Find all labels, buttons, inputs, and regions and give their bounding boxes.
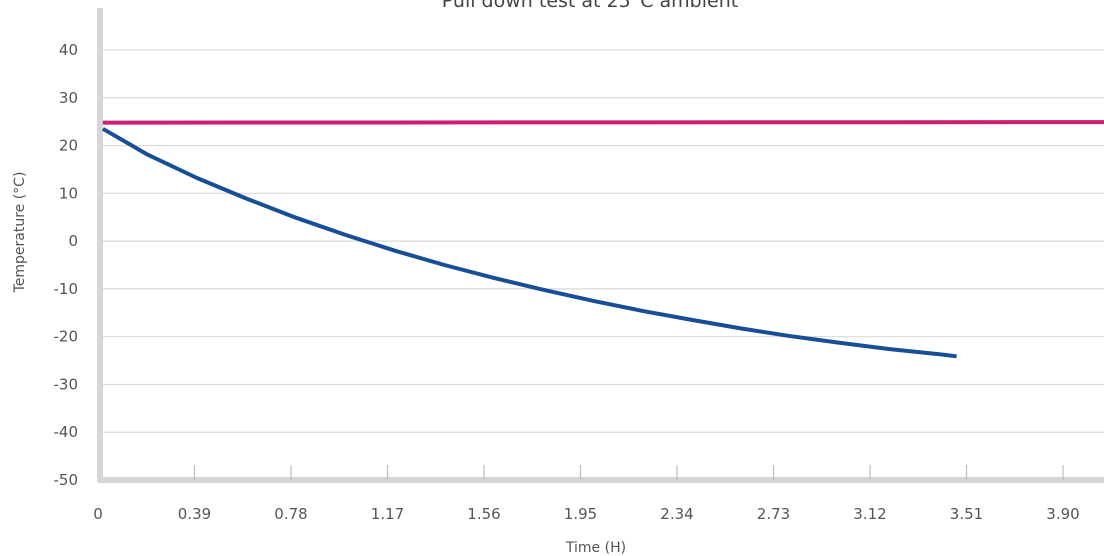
x-axis-title: Time (H) — [565, 540, 626, 556]
series-line-1 — [102, 120, 1104, 125]
y-tick-label: 30 — [59, 89, 78, 107]
y-tick-label: 40 — [59, 41, 78, 59]
x-tick-label: 3.12 — [853, 505, 886, 523]
axes — [97, 8, 1104, 483]
x-tick-label: 0.39 — [178, 505, 211, 523]
gridlines — [98, 49, 1104, 433]
y-tick-label: -10 — [54, 280, 79, 298]
x-tick-label: 2.34 — [660, 505, 693, 523]
x-tick-label: 0.78 — [274, 505, 307, 523]
y-tick-label: 20 — [59, 137, 78, 155]
x-tick-label: 3.90 — [1046, 505, 1079, 523]
x-tick-label: 1.56 — [467, 505, 500, 523]
y-tick-label: -30 — [54, 375, 79, 393]
x-tick-label: 0 — [93, 505, 103, 523]
y-axis-ticks: 40 30 20 10 0 -10 -20 -30 -40 -50 — [54, 41, 79, 489]
series-line-2 — [101, 127, 957, 359]
y-axis-title: Temperature (°C) — [12, 172, 28, 294]
x-tick-label: 2.73 — [757, 505, 790, 523]
x-tick-label: 1.17 — [371, 505, 404, 523]
x-tick-label: 1.95 — [564, 505, 597, 523]
data-series — [101, 120, 1104, 359]
chart-title: Pull down test at 25°C ambient — [442, 0, 738, 12]
y-tick-label: 0 — [68, 232, 78, 250]
y-tick-label: -20 — [54, 328, 79, 346]
x-tick-label: 3.51 — [950, 505, 983, 523]
x-axis-ticks: 0 0.39 0.78 1.17 1.56 1.95 2.34 2.73 3.12 3.51 3.9… — [93, 465, 1080, 523]
y-tick-label: 10 — [59, 184, 78, 202]
y-tick-label: -50 — [54, 471, 79, 489]
y-tick-label: -40 — [54, 423, 79, 441]
